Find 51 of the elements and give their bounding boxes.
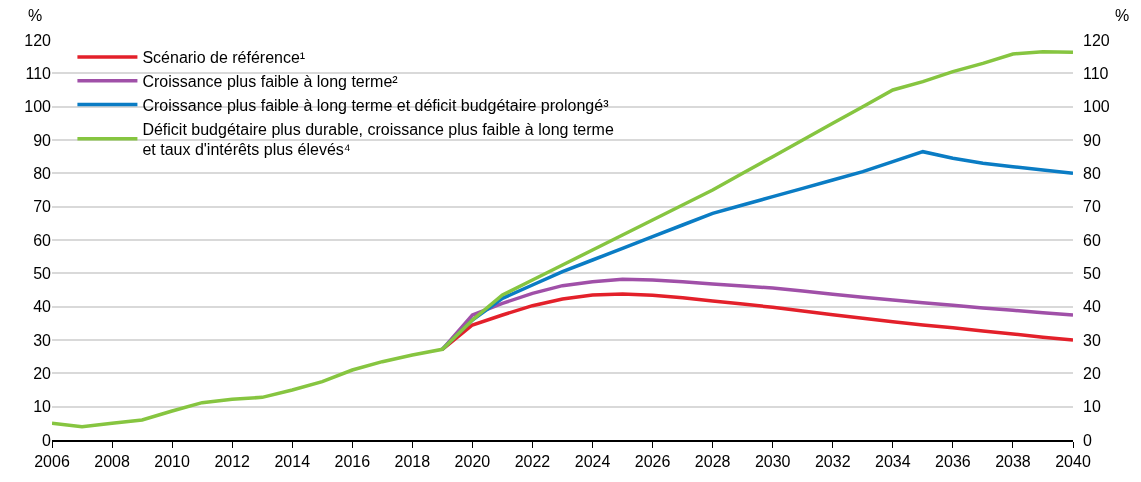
y-tick-label: 40 xyxy=(33,298,52,316)
x-tick-label: 2036 xyxy=(935,452,971,470)
x-tick-label: 2018 xyxy=(394,452,431,470)
x-tick-label: 2014 xyxy=(274,452,311,470)
x-tick-label: 2030 xyxy=(754,452,791,470)
legend-label: Croissance plus faible à long terme² xyxy=(142,72,399,90)
y-axis-title: % xyxy=(28,7,43,24)
x-tick-label: 2020 xyxy=(454,452,491,470)
x-tick-label: 2022 xyxy=(514,452,551,470)
legend-label: Déficit budgétaire plus durable, croissance plus faible à long terme et taux d'intérêts plus élevés⁴ xyxy=(142,120,614,159)
x-tick-label: 2026 xyxy=(634,452,671,470)
x-tick-label: 2028 xyxy=(694,452,731,470)
y2-tick-label: 0 xyxy=(1083,432,1092,449)
x-tick-label: 2010 xyxy=(154,452,191,470)
y2-tick-label: 60 xyxy=(1083,232,1101,249)
y2-tick-label: 50 xyxy=(1083,265,1101,282)
x-tick-label: 2006 xyxy=(34,452,70,470)
y2-tick-label: 110 xyxy=(1083,65,1109,82)
x-tick-label: 2012 xyxy=(214,452,251,470)
y2-tick-label: 120 xyxy=(1083,32,1110,49)
y2-tick-label: 90 xyxy=(1083,132,1101,149)
x-tick-label: 2040 xyxy=(1055,452,1091,470)
y-tick-label: 0 xyxy=(42,431,52,449)
y2-tick-label: 70 xyxy=(1083,198,1101,215)
x-tick-label: 2024 xyxy=(574,452,611,470)
y-tick-label: 120 xyxy=(24,31,52,49)
x-tick-label: 2034 xyxy=(875,452,911,470)
y-tick-label: 60 xyxy=(33,231,52,249)
y2-tick-label: 30 xyxy=(1083,332,1101,349)
y2-tick-label: 10 xyxy=(1083,398,1101,415)
legend-label: Croissance plus faible à long terme et déficit budgétaire prolongé³ xyxy=(142,96,610,114)
y-tick-label: 110 xyxy=(25,64,52,82)
y-tick-label: 80 xyxy=(33,164,52,182)
y2-tick-label: 80 xyxy=(1083,165,1101,182)
y2-tick-label: 20 xyxy=(1083,365,1101,382)
x-tick-label: 2016 xyxy=(334,452,371,470)
y-tick-label: 10 xyxy=(33,398,52,416)
x-tick-label: 2008 xyxy=(94,452,130,470)
y-tick-label: 30 xyxy=(33,331,52,349)
y-tick-label: 50 xyxy=(33,264,52,282)
y-tick-label: 70 xyxy=(33,198,52,216)
y2-tick-label: 40 xyxy=(1083,298,1101,315)
legend-label: Scénario de référence¹ xyxy=(142,49,306,67)
y-tick-label: 100 xyxy=(24,98,52,116)
x-tick-label: 2032 xyxy=(814,452,851,470)
y-tick-label: 20 xyxy=(33,364,52,382)
x-tick-label: 2038 xyxy=(995,452,1031,470)
y-tick-label: 90 xyxy=(33,131,52,149)
y2-tick-label: 100 xyxy=(1083,98,1110,115)
line-series xyxy=(52,49,1073,429)
y2-axis-title: % xyxy=(1115,7,1130,24)
